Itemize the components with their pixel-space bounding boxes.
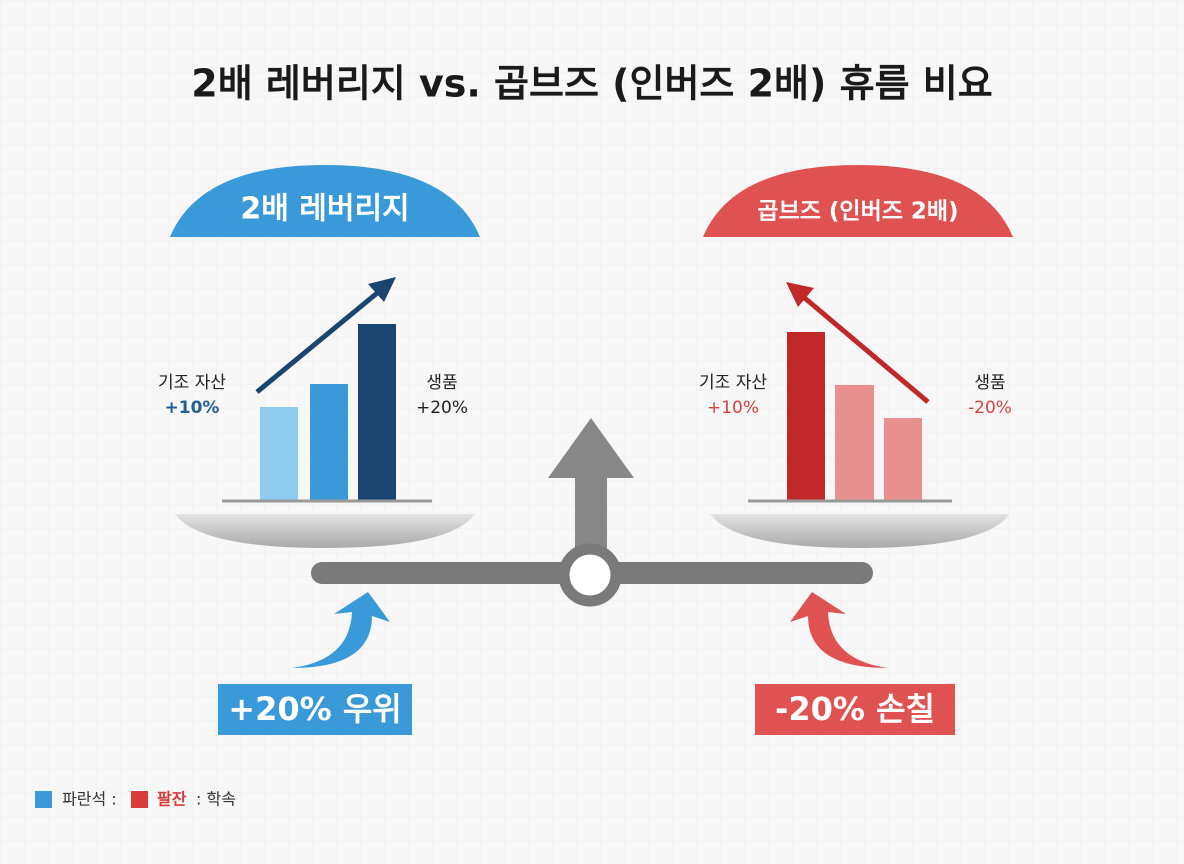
label: 생품: [426, 373, 457, 393]
legend-label: 팔잔: [157, 790, 187, 809]
left-curved-arrow: [292, 592, 390, 668]
right-result: -20% 손칠: [775, 690, 935, 728]
left-header: 2배 레버리지: [240, 192, 409, 227]
bar: [260, 407, 298, 500]
left-pan: [175, 514, 475, 548]
legend-label: 파란석 :: [62, 790, 117, 809]
right-header: 곱브즈 (인버즈 2배): [757, 199, 958, 225]
label: 기조 자산: [699, 373, 767, 393]
bar: [787, 332, 825, 500]
right-header-shape: [703, 165, 1013, 237]
up-arrow: [548, 418, 634, 548]
left-result: +20% 우위: [228, 690, 401, 728]
title: 2배 레버리지 vs. 곱브즈 (인버즈 2배) 휴름 비요: [191, 62, 992, 106]
label: -20%: [968, 398, 1012, 418]
left-bars: [222, 277, 432, 503]
right-result-box: [755, 684, 955, 735]
legend-label: : 학속: [196, 790, 236, 809]
left-result-box: [218, 684, 412, 735]
legend-swatch: [35, 791, 52, 808]
arrow-head: [368, 277, 396, 302]
bar: [884, 418, 922, 500]
left-header-shape: [170, 165, 480, 237]
right-curved-arrow: [790, 592, 888, 668]
bar: [835, 385, 874, 500]
pivot: [558, 543, 622, 607]
legend-swatch: [131, 791, 148, 808]
bar: [310, 384, 348, 500]
label: 생품: [974, 373, 1005, 393]
arrow-head: [786, 282, 814, 307]
right-bars: [748, 282, 952, 503]
trend-arrow: [255, 287, 384, 394]
label: +10%: [165, 398, 220, 418]
label: +10%: [707, 398, 759, 418]
label: 기조 자산: [158, 373, 226, 393]
trend-arrow: [798, 292, 930, 404]
right-pan: [710, 514, 1010, 548]
label: +20%: [416, 398, 468, 418]
bar: [358, 324, 396, 500]
